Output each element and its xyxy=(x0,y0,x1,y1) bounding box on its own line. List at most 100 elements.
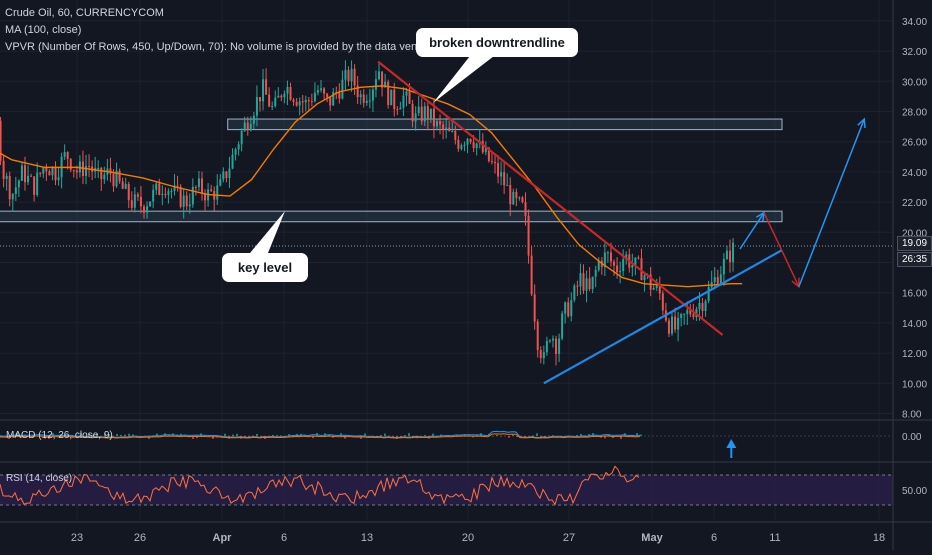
candle-up-body xyxy=(378,71,380,79)
candle-down-body xyxy=(534,294,536,321)
ma-legend[interactable]: MA (100, close) xyxy=(5,24,81,36)
candle-down-body xyxy=(491,161,493,162)
x-tick-label: 23 xyxy=(71,532,83,544)
candle-up-body xyxy=(570,300,572,316)
macd-histogram-bar xyxy=(552,435,554,436)
candle-down-body xyxy=(381,71,383,87)
rsi-band xyxy=(0,475,893,505)
candle-down-body xyxy=(702,303,704,311)
candle-up-body xyxy=(125,184,127,189)
candle-down-body xyxy=(494,162,496,163)
macd-histogram-bar xyxy=(384,434,386,436)
vpvr-legend[interactable]: VPVR (Number Of Rows, 450, Up/Down, 70):… xyxy=(5,41,435,53)
candle-up-body xyxy=(18,181,20,188)
candle-down-body xyxy=(100,168,102,179)
candle-down-body xyxy=(409,91,411,103)
candle-down-body xyxy=(247,123,249,131)
candle-up-body xyxy=(451,131,453,132)
candle-up-body xyxy=(656,285,658,288)
candle-up-body xyxy=(253,116,255,124)
candle-up-body xyxy=(244,123,246,131)
candle-down-body xyxy=(473,142,475,148)
candle-down-body xyxy=(290,87,292,100)
candle-up-body xyxy=(250,124,252,130)
candle-up-body xyxy=(561,313,563,338)
x-tick-label: 6 xyxy=(711,532,717,544)
candle-down-body xyxy=(268,95,270,107)
candle-up-body xyxy=(271,106,273,107)
candle-down-body xyxy=(24,165,26,182)
candle-down-body xyxy=(195,187,197,188)
candle-up-body xyxy=(512,192,514,204)
candle-down-body xyxy=(439,121,441,124)
y-tick-label: 32.00 xyxy=(902,47,927,58)
rsi-pane: 50.00 xyxy=(0,466,927,505)
candle-down-body xyxy=(396,109,398,110)
candle-up-body xyxy=(219,179,221,185)
candle-down-body xyxy=(88,166,90,167)
y-tick-label: 22.00 xyxy=(902,198,927,209)
trendlines xyxy=(378,62,781,384)
candle-down-body xyxy=(668,320,670,333)
candle-down-body xyxy=(55,167,57,180)
candle-up-body xyxy=(299,101,301,105)
candle-down-body xyxy=(613,262,615,266)
y-tick-label: 16.00 xyxy=(902,289,927,300)
candle-down-body xyxy=(158,184,160,195)
candle-down-body xyxy=(528,216,530,256)
symbol-title[interactable]: Crude Oil, 60, CURRENCYCOM xyxy=(5,7,164,19)
y-tick-label: 26.00 xyxy=(902,138,927,149)
x-tick-label: Apr xyxy=(213,532,233,544)
candle-up-body xyxy=(375,79,377,89)
last-price-badge: 19.09 xyxy=(897,236,932,251)
macd-histogram-bar xyxy=(128,434,130,436)
macd-histogram-bar xyxy=(280,435,282,436)
macd-histogram-bar xyxy=(536,433,538,436)
macd-histogram-bar xyxy=(224,434,226,436)
candle-down-body xyxy=(143,206,145,212)
candle-up-body xyxy=(500,172,502,176)
key-level-zone xyxy=(0,211,782,222)
callout-key-level[interactable]: key level xyxy=(222,253,308,282)
candle-up-body xyxy=(103,175,105,180)
rsi-legend[interactable]: RSI (14, close) xyxy=(6,473,72,484)
candle-up-body xyxy=(399,108,401,110)
candle-up-body xyxy=(586,278,588,290)
candle-up-body xyxy=(430,109,432,120)
candle-down-body xyxy=(616,266,618,273)
y-tick-label: 10.00 xyxy=(902,379,927,390)
callout-broken-downtrendline[interactable]: broken downtrendline xyxy=(416,28,578,57)
candle-up-body xyxy=(305,100,307,102)
candle-up-body xyxy=(235,149,237,154)
candle-up-body xyxy=(460,145,462,148)
y-tick-label: 8.00 xyxy=(902,410,922,421)
candle-down-body xyxy=(225,172,227,178)
candle-down-body xyxy=(308,100,310,101)
candle-up-body xyxy=(134,194,136,207)
macd-legend[interactable]: MACD (12, 26, close, 9) xyxy=(6,430,113,441)
candle-down-body xyxy=(427,106,429,119)
candle-up-body xyxy=(314,93,316,102)
x-tick-label: 18 xyxy=(873,532,885,544)
candle-up-body xyxy=(476,144,478,149)
x-tick-label: 26 xyxy=(134,532,146,544)
candle-up-body xyxy=(6,176,8,179)
candle-down-body xyxy=(119,171,121,182)
candle-down-body xyxy=(637,258,639,259)
candle-up-body xyxy=(506,185,508,186)
candle-down-body xyxy=(112,174,114,187)
candle-up-body xyxy=(708,287,710,301)
candle-down-body xyxy=(540,350,542,358)
candle-up-body xyxy=(723,259,725,274)
candle-down-body xyxy=(662,293,664,310)
candle-down-body xyxy=(347,70,349,81)
candle-down-body xyxy=(109,168,111,173)
candle-down-body xyxy=(265,79,267,94)
candle-up-body xyxy=(607,252,609,253)
candle-up-body xyxy=(189,204,191,206)
x-tick-label: 6 xyxy=(281,532,287,544)
candle-down-body xyxy=(448,128,450,131)
candle-up-body xyxy=(595,270,597,277)
